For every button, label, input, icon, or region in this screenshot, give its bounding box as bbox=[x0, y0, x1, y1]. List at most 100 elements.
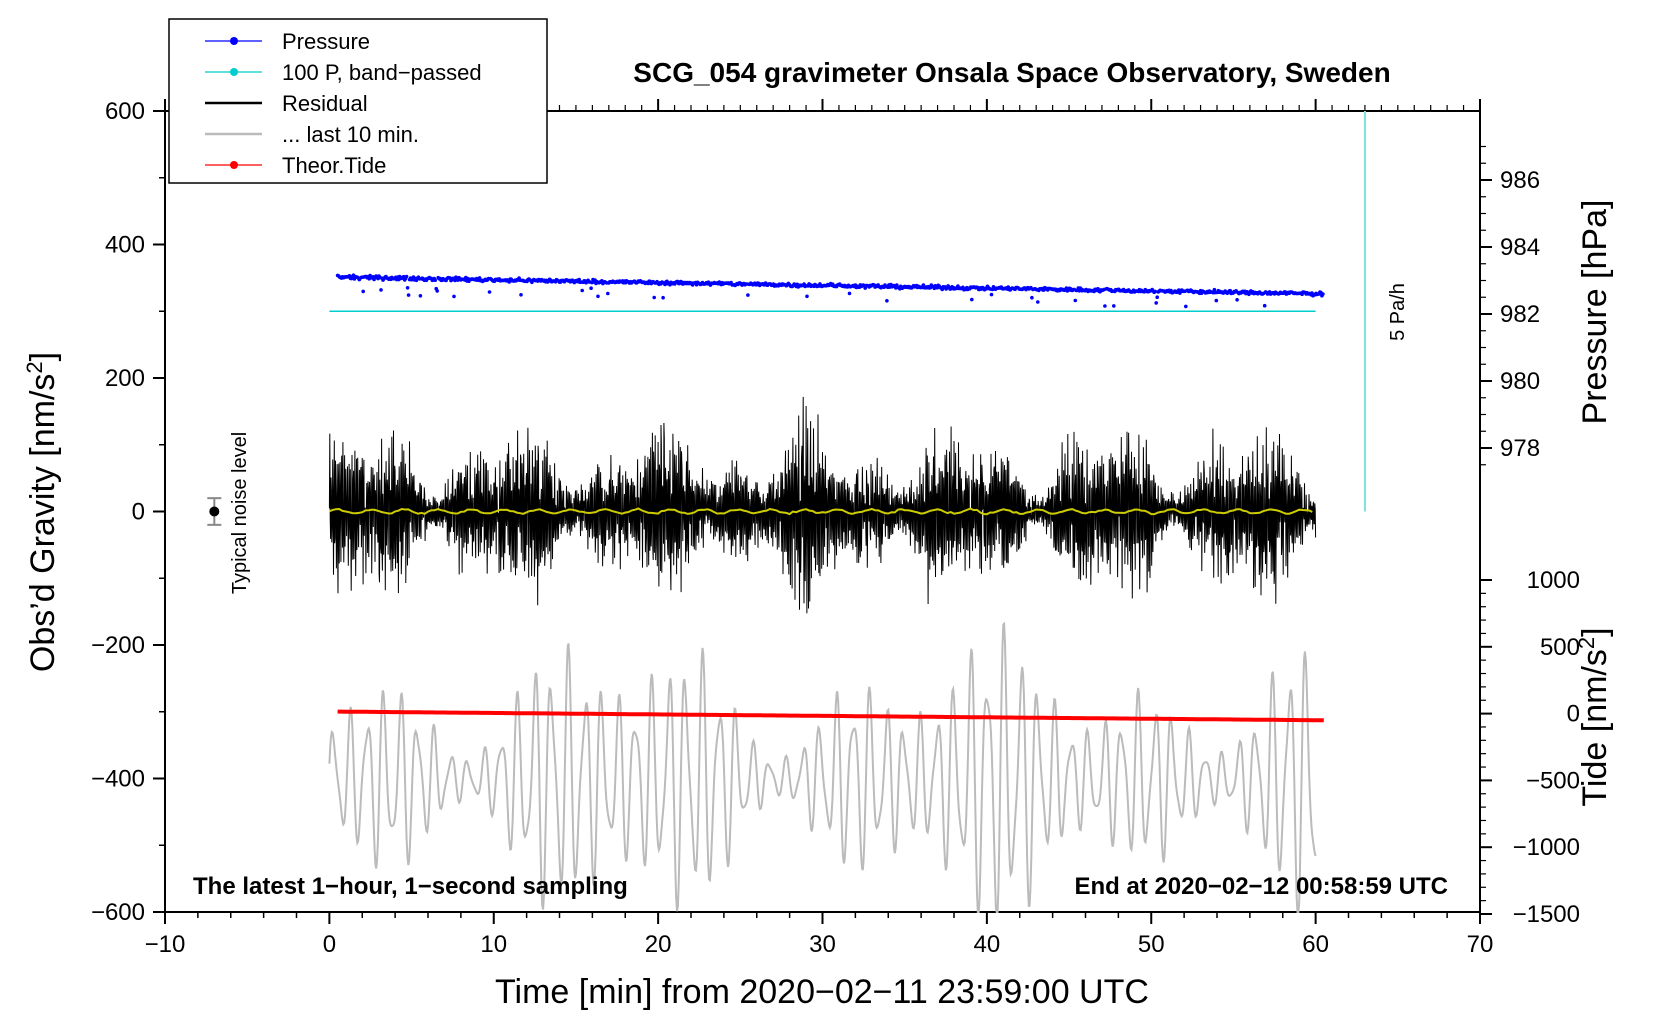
residual-series-line bbox=[328, 396, 1317, 614]
pressure-point bbox=[596, 294, 600, 299]
pressure-point bbox=[1214, 298, 1219, 303]
noise-marker-point bbox=[209, 506, 220, 517]
pressure-point bbox=[1073, 298, 1078, 303]
pressure-point bbox=[580, 288, 584, 293]
pressure-point bbox=[606, 291, 610, 296]
note-end-time: End at 2020−02−12 00:58:59 UTC bbox=[1074, 873, 1448, 900]
y-axis-tide-title-end: ] bbox=[1576, 627, 1614, 636]
pressure-point bbox=[435, 289, 440, 293]
tide-tick-label: 1000 bbox=[1527, 567, 1580, 594]
tide-tick-label: −1000 bbox=[1513, 834, 1580, 861]
pressure-point bbox=[1036, 300, 1040, 304]
x-tick-label: 60 bbox=[1302, 931, 1329, 958]
tide-tick-label: 0 bbox=[1567, 701, 1580, 728]
pressure-point bbox=[652, 295, 656, 300]
legend-label: ... last 10 min. bbox=[282, 122, 419, 147]
y-axis-left-title-sup: 2 bbox=[22, 361, 47, 373]
smoothed-residual-line bbox=[329, 507, 1313, 516]
tide-series bbox=[337, 709, 1324, 723]
tide-series-line bbox=[337, 709, 1324, 723]
pressure-tick-label: 982 bbox=[1500, 301, 1540, 328]
legend-label: Theor.Tide bbox=[282, 153, 386, 178]
y-tick-label: −200 bbox=[91, 632, 145, 659]
pressure-point bbox=[519, 293, 523, 297]
legend-items: Pressure 100 P, band−passed Residual ... la… bbox=[205, 29, 482, 178]
legend-swatch-marker bbox=[230, 161, 238, 169]
x-tick-label: 70 bbox=[1467, 931, 1494, 958]
y-axis-tide-title: Tide [nm/s2] bbox=[1574, 627, 1614, 806]
pressure-point bbox=[404, 274, 409, 279]
pressure-point bbox=[452, 294, 456, 299]
pressure-point bbox=[746, 293, 750, 297]
x-tick-label: 10 bbox=[480, 931, 507, 958]
x-tick-label: 50 bbox=[1138, 931, 1165, 958]
pressure-tick-label: 986 bbox=[1500, 167, 1540, 194]
pressure-point bbox=[418, 294, 423, 298]
note-sampling: The latest 1−hour, 1−second sampling bbox=[193, 873, 628, 900]
legend-label: Residual bbox=[282, 91, 368, 116]
legend-label: Pressure bbox=[282, 29, 370, 54]
legend-swatch-marker bbox=[230, 68, 238, 76]
pressure-point bbox=[847, 291, 852, 296]
pressure-point bbox=[406, 293, 411, 297]
pressure-point bbox=[1321, 292, 1325, 296]
x-tick-label: 30 bbox=[809, 931, 836, 958]
pressure-point bbox=[885, 299, 889, 303]
pressure-point bbox=[1030, 295, 1034, 300]
legend-label: 100 P, band−passed bbox=[282, 60, 482, 85]
y-axis-pressure-title: Pressure [hPa] bbox=[1576, 200, 1614, 425]
pressure-point bbox=[661, 295, 665, 300]
scale-bar-label: 5 Pa/h bbox=[1387, 283, 1409, 341]
pressure-point bbox=[589, 286, 593, 291]
x-tick-label: 20 bbox=[645, 931, 672, 958]
pressure-series bbox=[335, 273, 1325, 309]
pressure-point bbox=[989, 292, 994, 297]
y-axis-tide-title-sup: 2 bbox=[1574, 637, 1599, 649]
pressure-point bbox=[1212, 287, 1217, 292]
pressure-point bbox=[1184, 304, 1188, 309]
pressure-tick-label: 984 bbox=[1500, 234, 1540, 261]
pressure-point bbox=[433, 278, 438, 283]
pressure-point bbox=[1103, 304, 1107, 308]
y-axis-left-title-main: Obs’d Gravity [nm/s bbox=[24, 374, 62, 673]
pressure-point bbox=[361, 289, 366, 294]
pressure-point bbox=[805, 294, 809, 299]
legend: Pressure 100 P, band−passed Residual ... la… bbox=[168, 18, 548, 184]
pressure-point bbox=[970, 297, 974, 302]
pressure-point bbox=[577, 277, 581, 282]
pressure-point bbox=[1155, 295, 1159, 300]
x-tick-label: −10 bbox=[145, 931, 186, 958]
last10-series-line bbox=[328, 621, 1317, 913]
y-tick-label: −400 bbox=[91, 766, 145, 793]
x-tick-label: 40 bbox=[974, 931, 1001, 958]
legend-swatch-marker bbox=[230, 37, 238, 45]
y-tick-label: 0 bbox=[132, 499, 145, 526]
pressure-point bbox=[379, 288, 383, 292]
pressure-point bbox=[921, 283, 926, 287]
x-axis-title: Time [min] from 2020−02−11 23:59:00 UTC bbox=[495, 973, 1149, 1011]
pressure-point bbox=[487, 290, 492, 294]
y-axis-left-title: Obs’d Gravity [nm/s2] bbox=[22, 352, 62, 672]
axis-ticks: −10 0 10 20 30 40 50 60 70 600 400 200 0 −200 −400 −600… bbox=[91, 98, 1580, 958]
y-tick-label: 400 bbox=[105, 232, 145, 259]
y-tick-label: −600 bbox=[91, 899, 145, 926]
pressure-tick-label: 980 bbox=[1500, 368, 1540, 395]
pressure-point bbox=[1112, 304, 1116, 308]
noise-level-label: Typical noise level bbox=[229, 432, 251, 594]
tide-tick-label: −500 bbox=[1526, 767, 1580, 794]
x-tick-label: 0 bbox=[323, 931, 336, 958]
data-layer bbox=[207, 111, 1366, 913]
pressure-point bbox=[1154, 301, 1158, 305]
pressure-point bbox=[1153, 289, 1157, 294]
tide-tick-label: −1500 bbox=[1513, 901, 1580, 928]
chart-title: SCG_054 gravimeter Onsala Space Observat… bbox=[633, 57, 1390, 88]
y-tick-label: 200 bbox=[105, 365, 145, 392]
pressure-point bbox=[507, 280, 512, 284]
y-axis-tide-title-main: Tide [nm/s bbox=[1576, 649, 1614, 806]
y-axis-left-title-end: ] bbox=[24, 352, 62, 361]
pressure-point bbox=[405, 286, 410, 290]
y-tick-label: 600 bbox=[105, 98, 145, 125]
pressure-point bbox=[1235, 298, 1239, 302]
tide-tick-label: 500 bbox=[1540, 634, 1580, 661]
